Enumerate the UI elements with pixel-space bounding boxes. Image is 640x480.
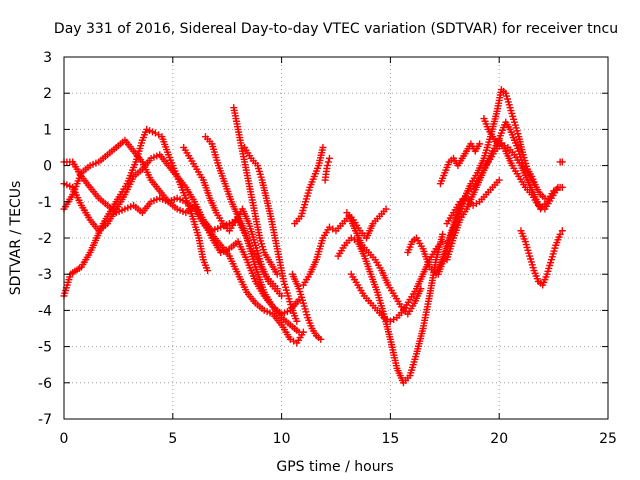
data-point	[556, 230, 564, 238]
y-tick-label: -3	[38, 267, 52, 283]
data-point	[323, 162, 331, 170]
y-tick-label: -6	[38, 376, 52, 392]
data-series-track-11	[288, 270, 325, 343]
data-point	[273, 285, 281, 293]
data-series-track-4	[60, 151, 303, 318]
data-series-track-22	[517, 227, 566, 289]
grid-lines	[64, 57, 608, 419]
data-point	[317, 335, 325, 343]
data-point	[439, 230, 447, 238]
y-tick-label: 0	[43, 159, 52, 175]
y-tick-label: -5	[38, 340, 52, 356]
data-points	[60, 86, 566, 387]
x-axis-label: GPS time / hours	[276, 459, 393, 475]
data-point	[495, 176, 503, 184]
data-point	[476, 140, 484, 148]
data-point	[325, 154, 333, 162]
data-series-track-18	[443, 136, 566, 264]
y-tick-label: 2	[43, 86, 52, 102]
data-point	[558, 183, 566, 191]
data-series-track-14	[343, 205, 390, 242]
data-point	[532, 183, 540, 191]
data-series-track-13	[334, 230, 447, 387]
x-tick-label: 25	[599, 431, 617, 447]
data-point	[273, 270, 281, 278]
y-tick-label: -4	[38, 303, 52, 319]
x-tick-label: 20	[490, 431, 508, 447]
data-series-track-12	[299, 212, 425, 318]
data-point	[541, 194, 549, 202]
data-series-track-19	[436, 140, 484, 188]
y-tick-label: 1	[43, 122, 52, 138]
data-point	[558, 158, 566, 166]
axis-ticks: 0 5 10 15 20 25 -7 -6 -5 -4 -3 -2 -1 0 1 2 3	[38, 50, 617, 447]
data-series-track-21	[443, 176, 503, 228]
data-series-track-23	[556, 158, 566, 166]
data-point	[439, 238, 447, 246]
data-point	[382, 205, 390, 213]
data-point	[204, 267, 212, 275]
data-point	[278, 292, 286, 300]
y-tick-label: 3	[43, 50, 52, 66]
data-series-track-8	[241, 144, 301, 325]
y-tick-label: -7	[38, 412, 52, 428]
x-tick-label: 5	[168, 431, 177, 447]
data-series-track-20	[480, 115, 540, 191]
data-point	[299, 328, 307, 336]
data-point	[558, 227, 566, 235]
y-tick-label: -2	[38, 231, 52, 247]
y-tick-label: -1	[38, 195, 52, 211]
data-point	[324, 158, 332, 166]
x-tick-label: 15	[381, 431, 399, 447]
data-series-track-9	[291, 144, 327, 228]
data-series-track-6	[201, 133, 281, 293]
chart-title: Day 331 of 2016, Sidereal Day-to-day VTE…	[54, 21, 618, 37]
y-axis-label: SDTVAR / TECUs	[8, 181, 24, 296]
data-series-track-7	[230, 104, 281, 278]
data-point	[293, 317, 301, 325]
x-tick-label: 0	[60, 431, 69, 447]
data-point	[319, 144, 327, 151]
data-series-track-10	[321, 154, 333, 184]
x-tick-label: 10	[273, 431, 291, 447]
